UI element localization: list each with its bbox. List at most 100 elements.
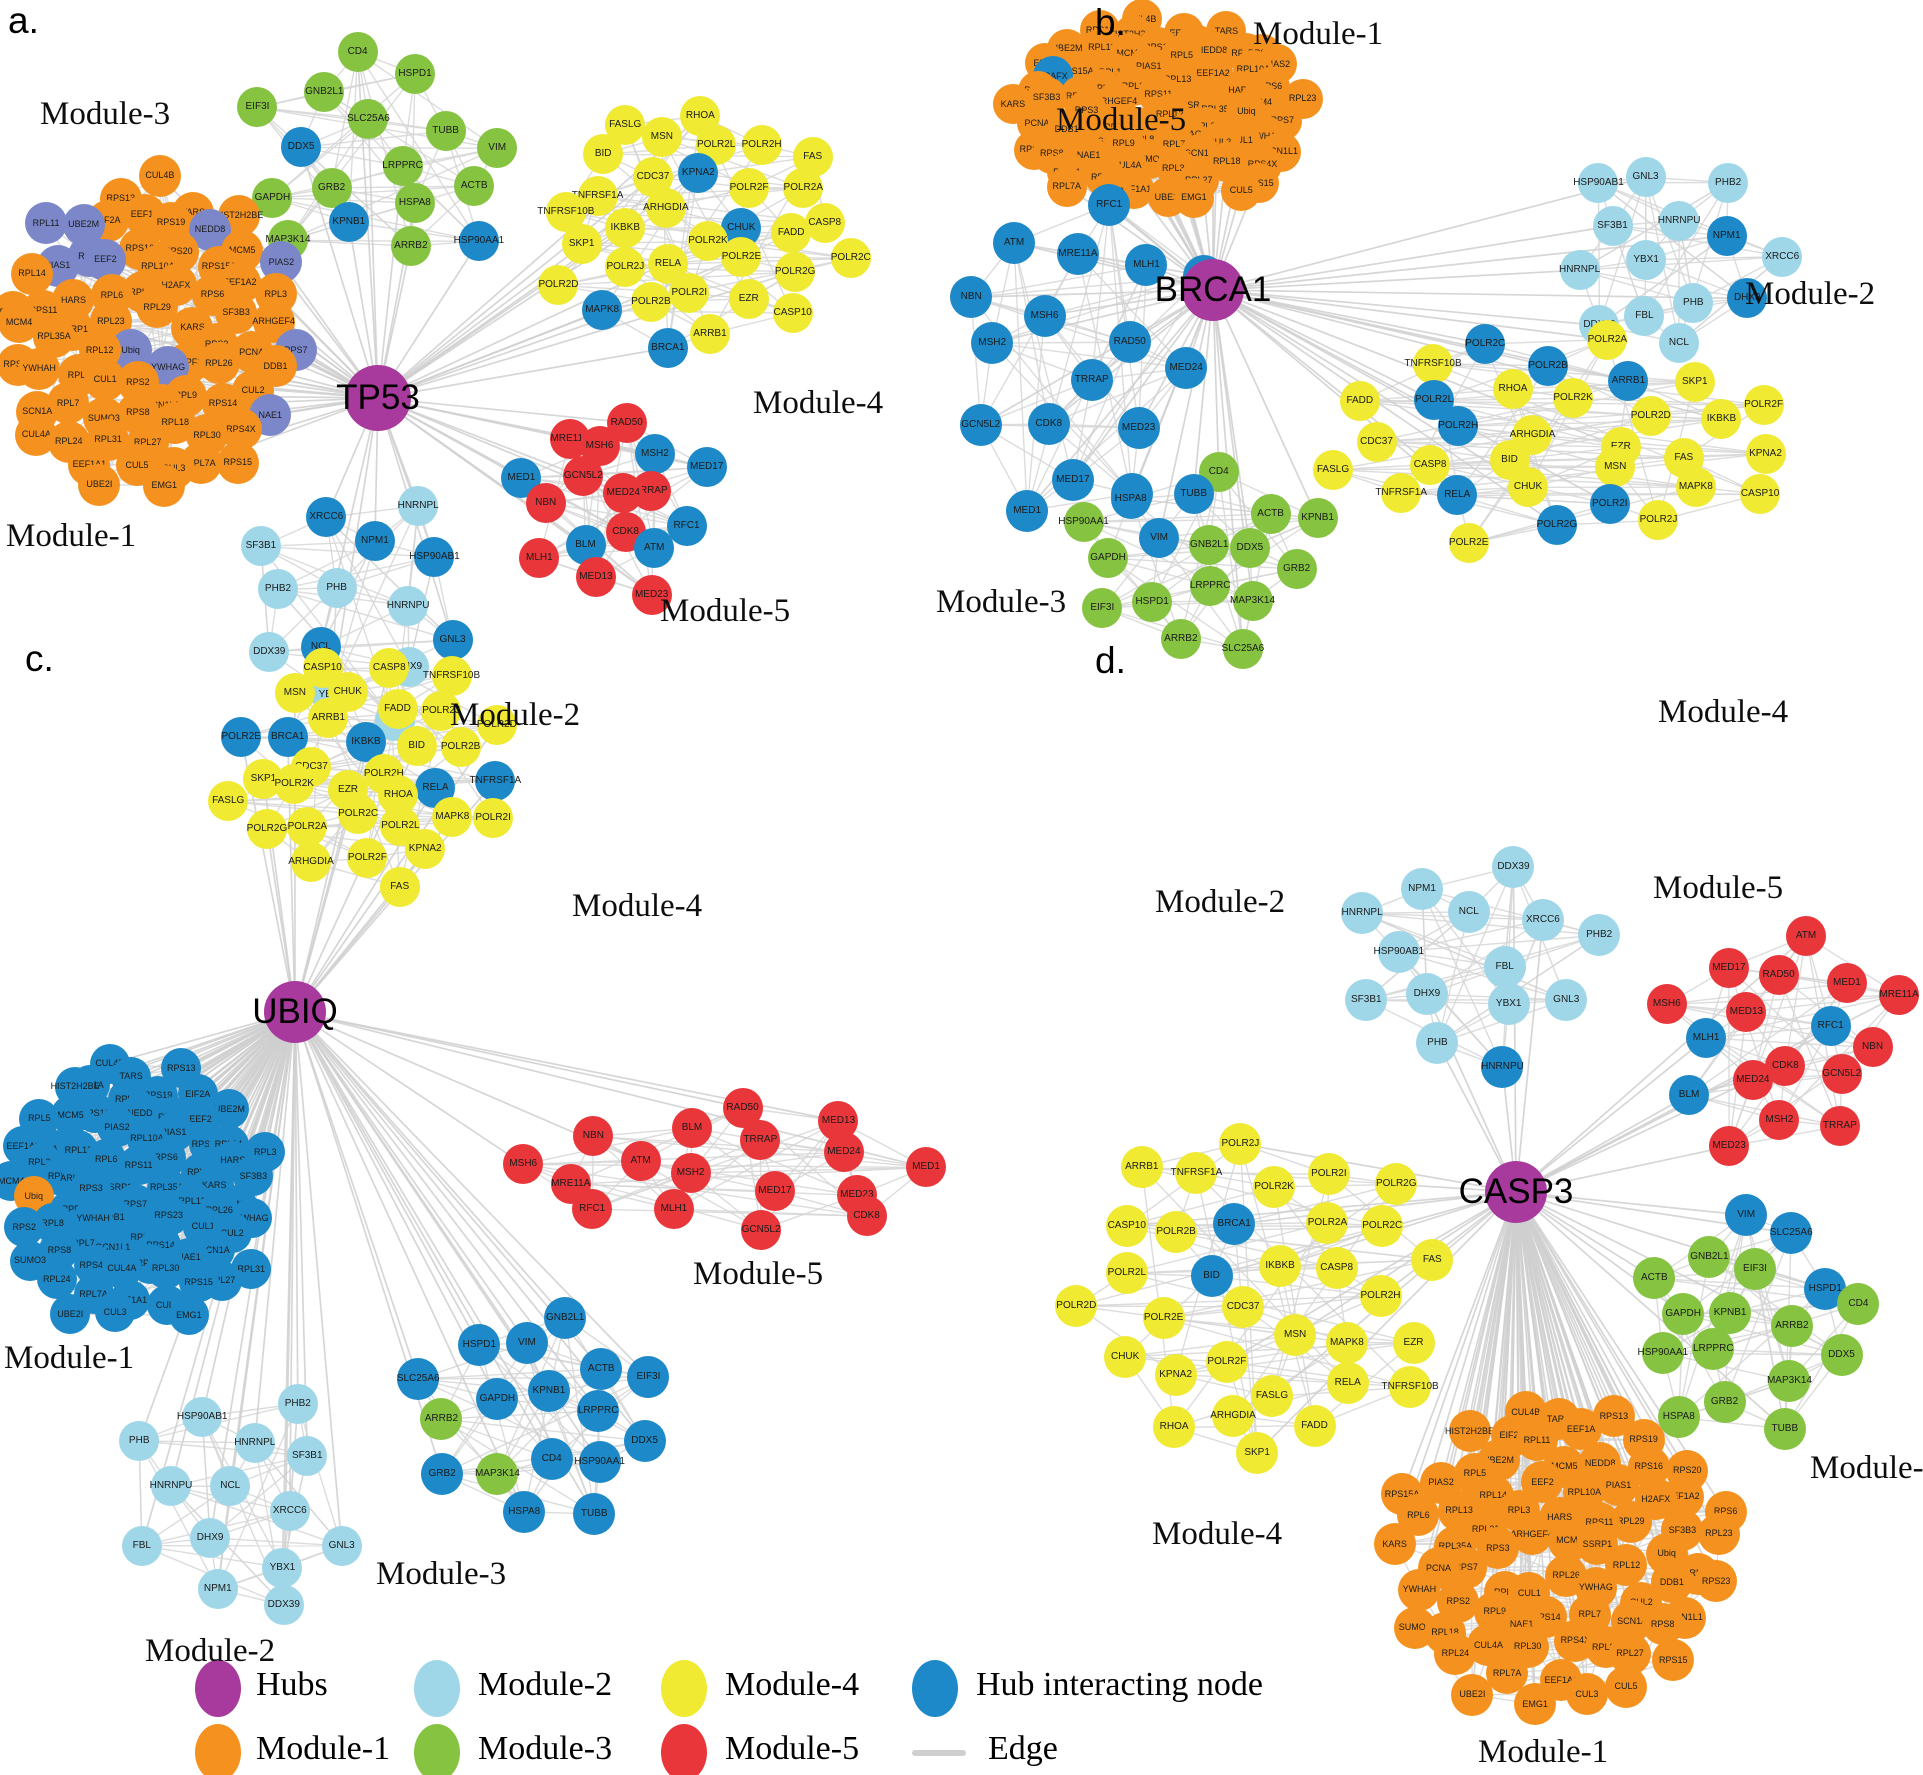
node-EMG1[interactable]: EMG1 [1173,177,1214,218]
node-VIM[interactable]: VIM [477,128,518,169]
node-EMG1[interactable]: EMG1 [143,464,186,507]
node-BRCA1[interactable]: BRCA1 [1213,1203,1256,1246]
node-CASP10[interactable]: CASP10 [772,293,813,334]
node-LRPPRC[interactable]: LRPPRC [577,1389,620,1432]
node-FAS[interactable]: FAS [1411,1238,1454,1281]
node-RPL7A[interactable]: RPL7A [1046,166,1087,207]
node-GCN5L2[interactable]: GCN5L2 [959,403,1002,446]
node-FADD[interactable]: FADD [771,213,812,254]
node-MSH6[interactable]: MSH6 [1023,294,1066,337]
node-PHB2[interactable]: PHB2 [1708,162,1749,203]
node-DDX39[interactable]: DDX39 [249,632,290,673]
node-SLC25A6[interactable]: SLC25A6 [1221,629,1264,670]
node-FBL[interactable]: FBL [1624,296,1665,337]
node-NPM1[interactable]: NPM1 [197,1569,238,1610]
node-MED13[interactable]: MED13 [1726,991,1767,1032]
node-CASP8[interactable]: CASP8 [1315,1247,1358,1290]
node-MAP3K14[interactable]: MAP3K14 [1767,1360,1812,1403]
node-BID[interactable]: BID [1190,1255,1233,1298]
node-HSPD1[interactable]: HSPD1 [1132,581,1173,622]
node-GNB2L1[interactable]: GNB2L1 [1189,525,1230,566]
node-SLC25A6[interactable]: SLC25A6 [397,1358,440,1401]
node-GRB2[interactable]: GRB2 [1276,549,1317,590]
node-MED23[interactable]: MED23 [631,574,672,615]
node-POLR2D[interactable]: POLR2D [1630,396,1671,436]
node-HSP90AA1[interactable]: HSP90AA1 [454,221,504,262]
node-GAPDH[interactable]: GAPDH [1088,538,1129,579]
node-MSH2[interactable]: MSH2 [1759,1100,1800,1141]
node-CDK8[interactable]: CDK8 [846,1196,887,1237]
node-HSPA8[interactable]: HSPA8 [394,182,435,223]
node-HNRNPU[interactable]: HNRNPU [1658,200,1701,241]
node-RPL24[interactable]: RPL24 [1434,1632,1477,1675]
node-KPNA2[interactable]: KPNA2 [678,153,719,194]
node-NBN[interactable]: NBN [525,482,566,523]
node-RHOA[interactable]: RHOA [1153,1406,1196,1449]
node-ATM[interactable]: ATM [993,221,1036,264]
node-POLR2C[interactable]: POLR2C [338,794,378,835]
node-POLR2L[interactable]: POLR2L [1105,1252,1148,1295]
node-CASP10[interactable]: CASP10 [1105,1204,1148,1247]
node-MED1[interactable]: MED1 [906,1147,946,1188]
node-POLR2E[interactable]: POLR2E [721,237,762,278]
node-HNRNPU[interactable]: HNRNPU [150,1466,192,1507]
node-EIF3I[interactable]: EIF3I [1082,587,1123,628]
node-UBE2I[interactable]: UBE2I [50,1294,91,1335]
node-TNFRSF10B[interactable]: TNFRSF10B [423,655,480,696]
node-PHB2[interactable]: PHB2 [257,569,298,610]
node-IKBKB[interactable]: IKBKB [1701,399,1742,440]
node-MLH1[interactable]: MLH1 [1686,1018,1727,1059]
node-ARRB2[interactable]: ARRB2 [1770,1304,1813,1347]
node-POLR2K[interactable]: POLR2K [1253,1165,1296,1208]
node-CUL5[interactable]: CUL5 [1605,1665,1648,1708]
node-NCL[interactable]: NCL [1447,890,1490,933]
node-PHB[interactable]: PHB [119,1421,160,1461]
node-VIM[interactable]: VIM [1725,1194,1768,1237]
node-CD4[interactable]: CD4 [337,32,378,73]
node-TUBB[interactable]: TUBB [1173,474,1214,515]
node-ARRB1[interactable]: ARRB1 [1608,360,1649,401]
node-MED24[interactable]: MED24 [823,1132,864,1173]
node-POLR2C[interactable]: POLR2C [830,238,871,279]
node-KPNA2[interactable]: KPNA2 [1745,433,1786,474]
node-CASP10[interactable]: CASP10 [1740,474,1781,515]
node-CASP8[interactable]: CASP8 [369,648,410,689]
node-NPM1[interactable]: NPM1 [1401,868,1443,911]
node-POLR2J[interactable]: POLR2J [1219,1122,1262,1165]
node-NCL[interactable]: NCL [1658,322,1699,363]
node-MSH2[interactable]: MSH2 [634,433,675,474]
node-MSN[interactable]: MSN [274,672,315,713]
node-POLR2E[interactable]: POLR2E [221,717,262,758]
node-MED1[interactable]: MED1 [1826,963,1867,1004]
node-MED23[interactable]: MED23 [1117,406,1160,449]
node-SKP1[interactable]: SKP1 [1236,1432,1279,1475]
node-TRRAP[interactable]: TRRAP [740,1120,781,1161]
node-BLM[interactable]: BLM [671,1108,712,1149]
node-NPM1[interactable]: NPM1 [1706,215,1747,256]
node-FASLG[interactable]: FASLG [1313,449,1353,490]
node-DDX5[interactable]: DDX5 [623,1420,666,1463]
node-GNL3[interactable]: GNL3 [1545,978,1588,1021]
node-KPNB1[interactable]: KPNB1 [1297,498,1338,539]
node-BID[interactable]: BID [396,725,437,766]
node-MLH1[interactable]: MLH1 [1125,244,1168,287]
node-ACTB[interactable]: ACTB [580,1347,623,1390]
node-HSPA8[interactable]: HSPA8 [503,1490,546,1533]
node-MAPK8[interactable]: MAPK8 [1675,467,1716,508]
node-PHB[interactable]: PHB [1416,1022,1459,1065]
node-TUBB[interactable]: TUBB [425,111,466,152]
node-RPS15[interactable]: RPS15 [216,441,259,484]
node-CDC37[interactable]: CDC37 [1356,421,1397,462]
node-SF3B1[interactable]: SF3B1 [1592,205,1633,246]
node-XRCC6[interactable]: XRCC6 [306,497,347,538]
node-KPNA2[interactable]: KPNA2 [405,828,446,869]
node-DHX9[interactable]: DHX9 [190,1517,231,1558]
node-POLR2F[interactable]: POLR2F [1205,1340,1248,1383]
node-MED13[interactable]: MED13 [575,557,616,598]
node-MSH6[interactable]: MSH6 [1646,984,1687,1025]
node-SF3B1[interactable]: SF3B1 [240,526,281,567]
node-PHB2[interactable]: PHB2 [1578,914,1621,957]
node-POLR2H[interactable]: POLR2H [1438,406,1478,447]
node-CDK8[interactable]: CDK8 [1027,402,1070,445]
node-FADD[interactable]: FADD [1293,1404,1336,1447]
